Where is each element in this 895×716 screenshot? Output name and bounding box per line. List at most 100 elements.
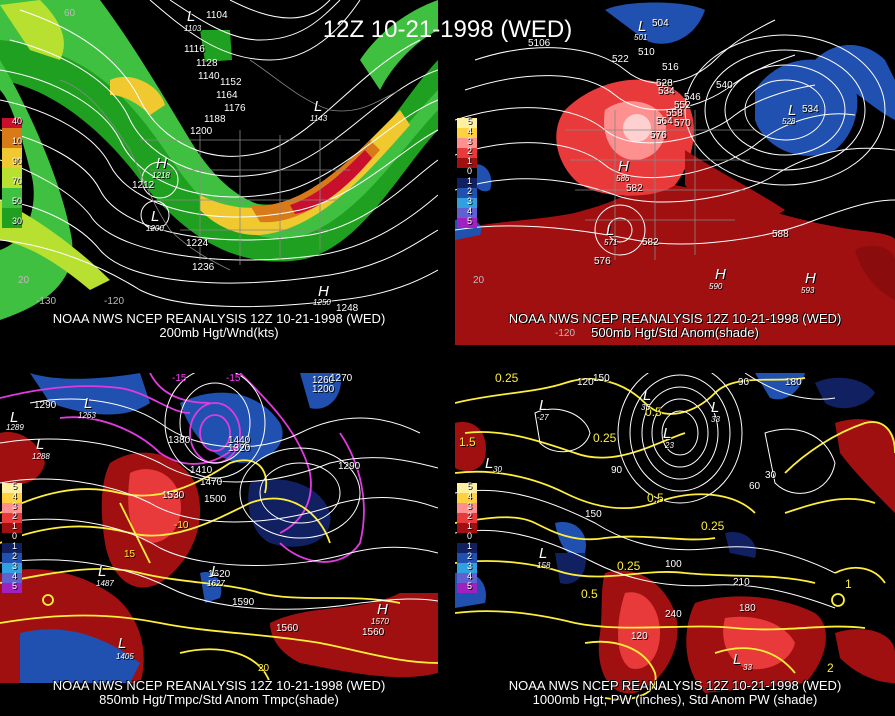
low-center: L [211, 563, 220, 580]
height-label: 1140 [198, 71, 220, 82]
legend-label: 4 [467, 571, 473, 581]
legend-1000mb: 5 4 3 2 1 0 1 2 3 4 5 [457, 481, 477, 593]
legend-label: 70 [12, 176, 23, 186]
center-value: 1405 [116, 652, 134, 661]
legend-label: 1 [467, 541, 473, 551]
height-label: 576 [650, 130, 667, 141]
low-center: L [118, 635, 127, 652]
high-center: H [318, 283, 329, 300]
center-value: 1627 [207, 579, 225, 588]
height-label: 564 [656, 116, 673, 127]
isotherm-label: -10 [174, 520, 189, 531]
low-center: L [638, 18, 647, 35]
height-label: 180 [739, 603, 756, 614]
center-value: 593 [801, 286, 815, 295]
height-label: 552 [674, 100, 691, 111]
isotherm-label: -15 [226, 373, 241, 384]
height-label: 516 [662, 62, 679, 73]
height-label: 210 [733, 577, 750, 588]
legend-label: 40 [12, 116, 23, 126]
panel-source: NOAA NWS NCEP REANALYSIS 12Z 10-21-1998 … [52, 678, 386, 693]
legend-label: 0 [467, 531, 473, 541]
height-label: 1410 [190, 465, 213, 476]
longitude-label: -130 [36, 296, 57, 307]
map-200mb [0, 0, 438, 320]
pw-label: 0.25 [593, 431, 617, 445]
center-value: 571 [604, 238, 618, 247]
height-label: 1290 [338, 461, 361, 472]
height-label: 1620 [208, 569, 231, 580]
height-label: 1212 [132, 180, 155, 191]
longitude-label: 20 [473, 275, 485, 286]
height-label: 5106 [528, 38, 551, 49]
legend-label: 10 [12, 136, 23, 146]
height-label: 180 [785, 377, 802, 388]
center-value: 586 [616, 174, 630, 183]
legend-label: 0 [12, 531, 18, 541]
height-label: 30 [765, 470, 777, 481]
center-value: 1289 [6, 423, 24, 432]
height-label: 1270 [330, 373, 353, 384]
center-value: -27 [537, 413, 549, 422]
center-value: 1200 [146, 224, 164, 233]
pw-label: 0.5 [645, 405, 662, 419]
center-value: 1570 [371, 617, 389, 626]
panel-source: NOAA NWS NCEP REANALYSIS 12Z 10-21-1998 … [508, 678, 842, 693]
legend-500mb: 5 4 3 2 1 0 1 2 3 4 5 [457, 116, 477, 228]
legend-label: 4 [467, 206, 473, 216]
legend-label: 2 [12, 511, 18, 521]
height-label: 120 [631, 631, 648, 642]
legend-label: 1 [12, 541, 18, 551]
height-label: 1224 [186, 238, 209, 249]
legend-label: 2 [467, 186, 473, 196]
height-label: 1200 [312, 384, 335, 395]
pw-label: 2 [827, 661, 834, 675]
legend-label: 3 [467, 136, 473, 146]
center-value: 1263 [78, 411, 96, 420]
legend-label: 4 [467, 126, 473, 136]
low-center: L [10, 409, 19, 426]
height-label: 1104 [206, 10, 228, 21]
panel-1000mb: 5 4 3 2 1 0 1 2 3 4 5 0.25 0.25 0.5 0.5 … [455, 373, 895, 716]
height-label: 60 [749, 481, 761, 492]
center-value: 33 [711, 415, 720, 424]
legend-label: 0 [467, 166, 473, 176]
height-label: 582 [642, 237, 659, 248]
low-center: L [187, 8, 196, 25]
map-1000mb [455, 373, 895, 701]
center-value: 158 [537, 561, 551, 570]
height-label: 570 [674, 118, 691, 129]
height-label: 100 [665, 559, 682, 570]
center-value: 30 [493, 465, 502, 474]
height-label: 1380 [168, 435, 191, 446]
map-500mb [455, 2, 895, 345]
center-value: 590 [709, 282, 723, 291]
legend-label: 5 [467, 116, 473, 126]
height-label: 558 [666, 108, 683, 119]
pw-label: 1 [845, 577, 852, 591]
longitude-label: 20 [18, 275, 30, 286]
legend-label: 3 [467, 196, 473, 206]
center-value: 528 [782, 117, 796, 126]
height-label: 120 [577, 377, 594, 388]
height-label: 540 [716, 80, 733, 91]
height-label: 1236 [192, 262, 215, 273]
pw-label: 0.25 [495, 373, 519, 385]
height-label: 534 [658, 86, 675, 97]
height-label: 1500 [204, 494, 227, 505]
height-label: 546 [684, 92, 701, 103]
map-850mb [0, 373, 438, 684]
height-label: 1152 [220, 77, 242, 88]
height-label: 1440 [228, 435, 251, 446]
height-label: 240 [665, 609, 682, 620]
pw-label: 0.5 [647, 491, 664, 505]
height-label: 90 [738, 377, 750, 388]
high-center: H [377, 601, 388, 618]
height-label: 1164 [216, 90, 238, 101]
isotherm-label: -15 [172, 373, 187, 384]
center-value: 33 [743, 663, 752, 672]
high-center: H [805, 270, 816, 287]
height-label: 1116 [184, 44, 205, 55]
high-center: H [715, 266, 726, 283]
panel-product: 850mb Hgt/Tmpc/Std Anom Tmpc(shade) [99, 692, 339, 707]
